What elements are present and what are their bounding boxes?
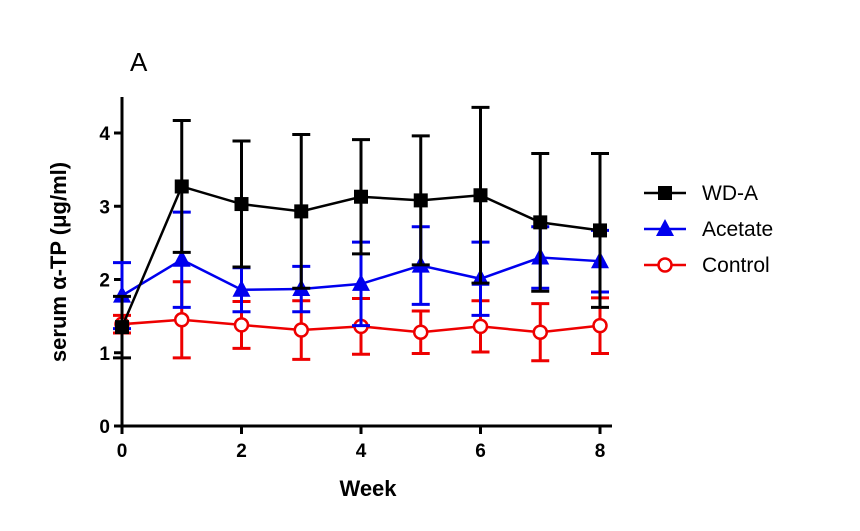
y-tick-label: 2 — [99, 271, 110, 292]
data-point-circle — [472, 318, 489, 335]
legend-label: Acetate — [702, 218, 773, 241]
y-tick-label: 3 — [99, 197, 110, 218]
x-tick-label: 6 — [475, 441, 486, 462]
legend-item: WD-A — [644, 182, 758, 205]
x-ticks: 0 2 4 6 8 — [117, 426, 606, 462]
data-point-triangle — [352, 273, 370, 291]
y-axis-title: serum α-TP (μg/ml) — [46, 162, 71, 362]
data-point-square — [533, 215, 548, 230]
data-point-square — [294, 204, 309, 219]
data-point-circle — [293, 322, 309, 338]
data-point-triangle — [172, 249, 191, 267]
x-axis-title: Week — [339, 476, 397, 501]
series-layer — [113, 105, 609, 363]
y-tick-label: 0 — [99, 417, 110, 438]
data-point-square — [115, 320, 129, 335]
data-point-square — [354, 189, 368, 204]
legend-item: Control — [644, 254, 770, 277]
data-point-square — [473, 188, 488, 203]
legend-label: WD-A — [702, 182, 758, 205]
panel-label: A — [130, 47, 148, 77]
data-point-circle — [592, 317, 608, 334]
legend-label: Control — [702, 254, 770, 277]
data-point-triangle — [232, 279, 251, 297]
y-ticks: 0 1 2 3 4 — [99, 124, 122, 438]
data-point-circle — [413, 324, 429, 340]
data-point-square — [413, 193, 428, 208]
legend-marker-triangle — [656, 219, 674, 236]
legend: WD-A Acetate Control — [644, 182, 773, 277]
legend-marker-square — [658, 186, 672, 200]
data-point-circle — [174, 312, 190, 328]
data-point-square — [593, 223, 607, 238]
legend-marker-circle — [657, 257, 673, 273]
data-point-circle — [233, 317, 250, 333]
data-point-square — [174, 179, 189, 194]
x-tick-label: 2 — [236, 441, 247, 462]
x-tick-label: 0 — [117, 441, 128, 462]
data-point-square — [234, 197, 249, 212]
legend-item: Acetate — [644, 218, 773, 241]
series-wd-a — [113, 105, 609, 360]
y-tick-label: 1 — [99, 344, 110, 365]
x-tick-label: 8 — [595, 441, 606, 462]
x-tick-label: 4 — [356, 441, 367, 462]
y-tick-label: 4 — [99, 124, 110, 145]
data-point-triangle — [113, 285, 131, 303]
data-point-circle — [532, 324, 548, 340]
